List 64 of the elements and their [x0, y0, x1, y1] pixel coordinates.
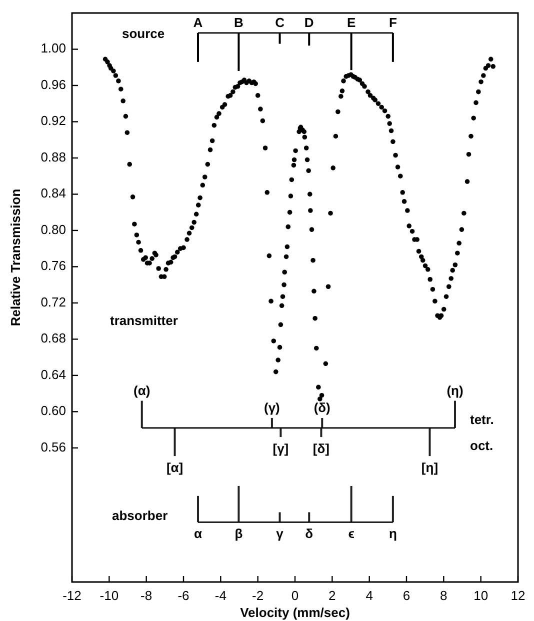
annotation: C — [275, 14, 286, 30]
annotation: η — [388, 526, 397, 542]
annotation: D — [304, 14, 314, 30]
x-tick-label: -2 — [252, 588, 264, 603]
x-tick-label: -6 — [178, 588, 190, 603]
y-tick-label: 0.84 — [40, 186, 66, 201]
x-tick-label: 12 — [510, 588, 526, 603]
annotation: (α) — [134, 382, 150, 398]
annotation: F — [388, 14, 397, 30]
annotation: tetr. — [470, 412, 494, 427]
annotation: absorber — [112, 508, 168, 523]
x-tick-label: 4 — [366, 588, 373, 603]
x-axis-title: Velocity (mm/sec) — [240, 605, 350, 620]
annotation: E — [346, 14, 356, 30]
annotation: γ — [276, 526, 284, 542]
annotation: transmitter — [110, 313, 178, 328]
annotation: A — [193, 14, 204, 30]
annotation: δ — [305, 526, 314, 542]
bar — [350, 486, 352, 522]
bar — [392, 496, 394, 522]
annotation: (η) — [446, 382, 464, 398]
y-tick-label: 1.00 — [40, 40, 66, 56]
bar — [278, 512, 281, 522]
x-tick-label: 0 — [291, 588, 299, 603]
y-tick-label: 0.76 — [40, 258, 66, 274]
annotation: oct. — [470, 438, 494, 453]
y-tick-label: 0.68 — [40, 330, 66, 346]
bar — [270, 418, 273, 428]
y-axis-title: Relative Transmission — [8, 188, 23, 326]
y-tick-label: 0.96 — [40, 76, 66, 92]
bar — [140, 400, 143, 428]
y-tick-label: 0.56 — [40, 439, 66, 454]
x-tick-label: 10 — [474, 588, 488, 603]
bar — [280, 428, 282, 438]
annotation: (δ) — [314, 400, 330, 416]
x-tick-label: 6 — [402, 588, 410, 603]
x-tick-label: -4 — [214, 588, 226, 603]
y-tick-label: 0.60 — [40, 403, 66, 418]
annotation: [η] — [421, 460, 438, 476]
annotation: [γ] — [272, 441, 289, 456]
bar — [428, 428, 431, 456]
bar — [238, 486, 240, 522]
x-tick-label: -8 — [140, 588, 152, 603]
x-tick-label: -12 — [62, 588, 82, 603]
annotation: (γ) — [264, 400, 280, 416]
bar — [174, 428, 176, 456]
bar — [454, 400, 456, 428]
x-tick-label: 2 — [328, 588, 336, 603]
y-tick-label: 0.92 — [40, 113, 66, 128]
annotation: [δ] — [312, 441, 330, 456]
x-tick-label: 8 — [440, 588, 448, 603]
annotation: B — [234, 14, 244, 30]
annotation: ϵ — [348, 526, 354, 542]
bar — [196, 496, 199, 522]
x-tick-label: -10 — [100, 588, 119, 603]
annotation: source — [122, 26, 165, 41]
annotation: [α] — [166, 460, 184, 476]
annotation: α — [194, 526, 202, 542]
bar — [308, 512, 310, 522]
y-tick-label: 0.64 — [40, 366, 66, 382]
annotation: β — [234, 526, 243, 542]
y-tick-label: 0.80 — [40, 222, 66, 237]
y-tick-label: 0.72 — [40, 294, 66, 310]
y-tick-label: 0.88 — [40, 149, 66, 164]
